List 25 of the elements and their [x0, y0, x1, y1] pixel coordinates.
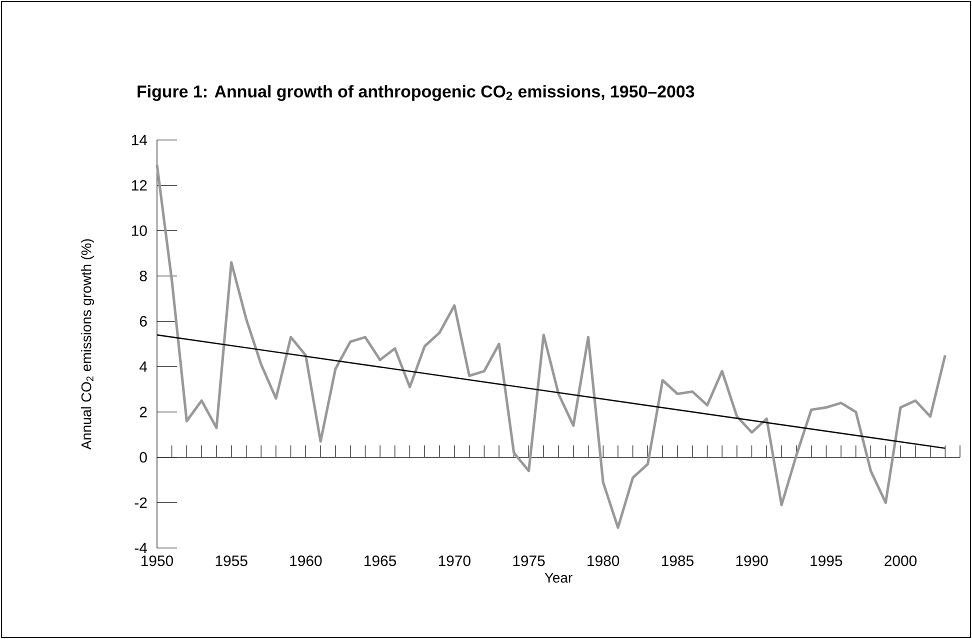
x-tick-label: 1980	[588, 556, 620, 566]
x-tick-label: 1995	[810, 556, 842, 566]
y-tick-label: -4	[134, 542, 148, 554]
y-tick-label: 12	[132, 180, 147, 191]
line-series	[156, 164, 946, 529]
y-tick-label: 14	[132, 134, 148, 146]
chart-title: Figure 1: Annual growth of anthropogenic CO$_{2}$ emissions, 1950–2003	[138, 85, 694, 101]
x-tick-label: 1985	[662, 556, 694, 566]
y-tick-label: 2	[140, 406, 147, 418]
x-tick-label: 1990	[736, 556, 768, 566]
x-tick-label: 1960	[290, 556, 322, 566]
y-axis-title: Annual CO$_{2}$ emissions growth (%)	[81, 239, 94, 450]
y-tick-label: 6	[140, 316, 147, 327]
x-tick-label: 1965	[364, 556, 396, 566]
y-tick-label: 8	[140, 270, 147, 282]
y-tick-label: -2	[134, 497, 147, 508]
y-tick-label: 0	[140, 452, 147, 463]
x-tick-label: 1950	[142, 556, 174, 566]
x-tick-label: 2000	[884, 556, 917, 566]
y-tick-label: 4	[140, 362, 148, 372]
y-tick-label: 10	[132, 225, 147, 236]
x-tick-label: 1975	[513, 556, 545, 566]
x-tick-label: 1970	[438, 556, 470, 566]
x-axis-title: Year	[544, 572, 572, 583]
x-tick-label: 1955	[216, 556, 248, 566]
